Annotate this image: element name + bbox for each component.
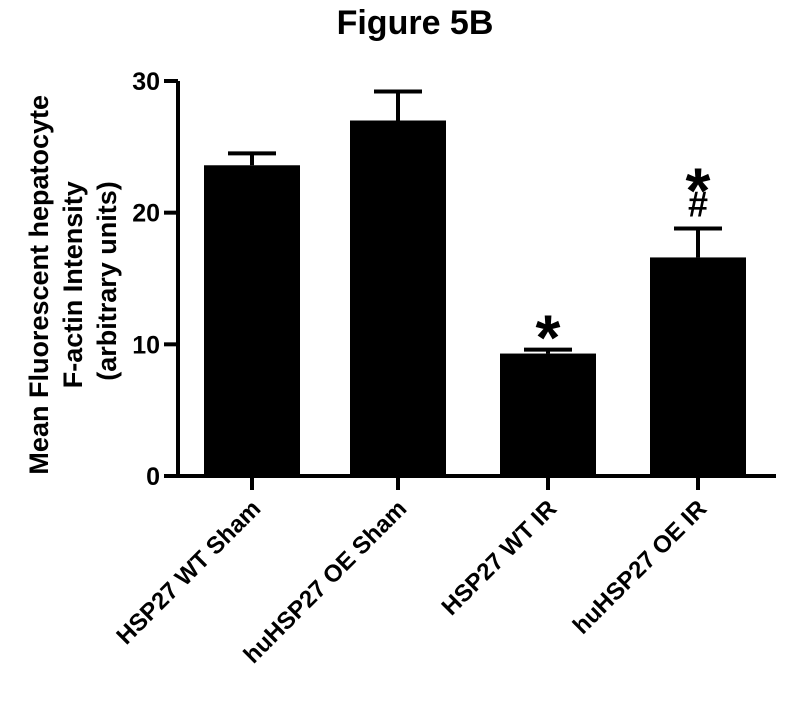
y-tick-label: 10	[132, 331, 160, 359]
x-category-label: HSP27 WT IR	[437, 495, 563, 621]
bar	[204, 165, 300, 476]
axes-layer	[164, 79, 776, 490]
x-category-label: HSP27 WT Sham	[111, 495, 266, 650]
bar	[650, 257, 746, 476]
y-tick-label: 20	[132, 200, 160, 228]
x-category-label: huHSP27 OE IR	[568, 495, 713, 640]
y-axis-label: Mean Fluorescent hepatocyte F-actin Inte…	[24, 87, 122, 474]
y-axis-label-line-2: F-actin Intensity	[58, 181, 88, 388]
y-axis-label-line-3: (arbitrary units)	[92, 181, 122, 381]
y-tick-label: 30	[132, 68, 160, 96]
y-tick-label: 0	[146, 463, 160, 491]
significance-hash: #	[688, 183, 708, 224]
chart-title: Figure 5B	[337, 4, 494, 42]
bars-layer	[204, 89, 746, 476]
x-category-label: huHSP27 OE Sham	[238, 495, 412, 669]
significance-star: *	[536, 302, 561, 374]
bar	[350, 120, 446, 476]
bar	[500, 353, 596, 476]
significance-star: *	[686, 154, 711, 226]
y-axis-label-line-1: Mean Fluorescent hepatocyte	[24, 95, 54, 475]
